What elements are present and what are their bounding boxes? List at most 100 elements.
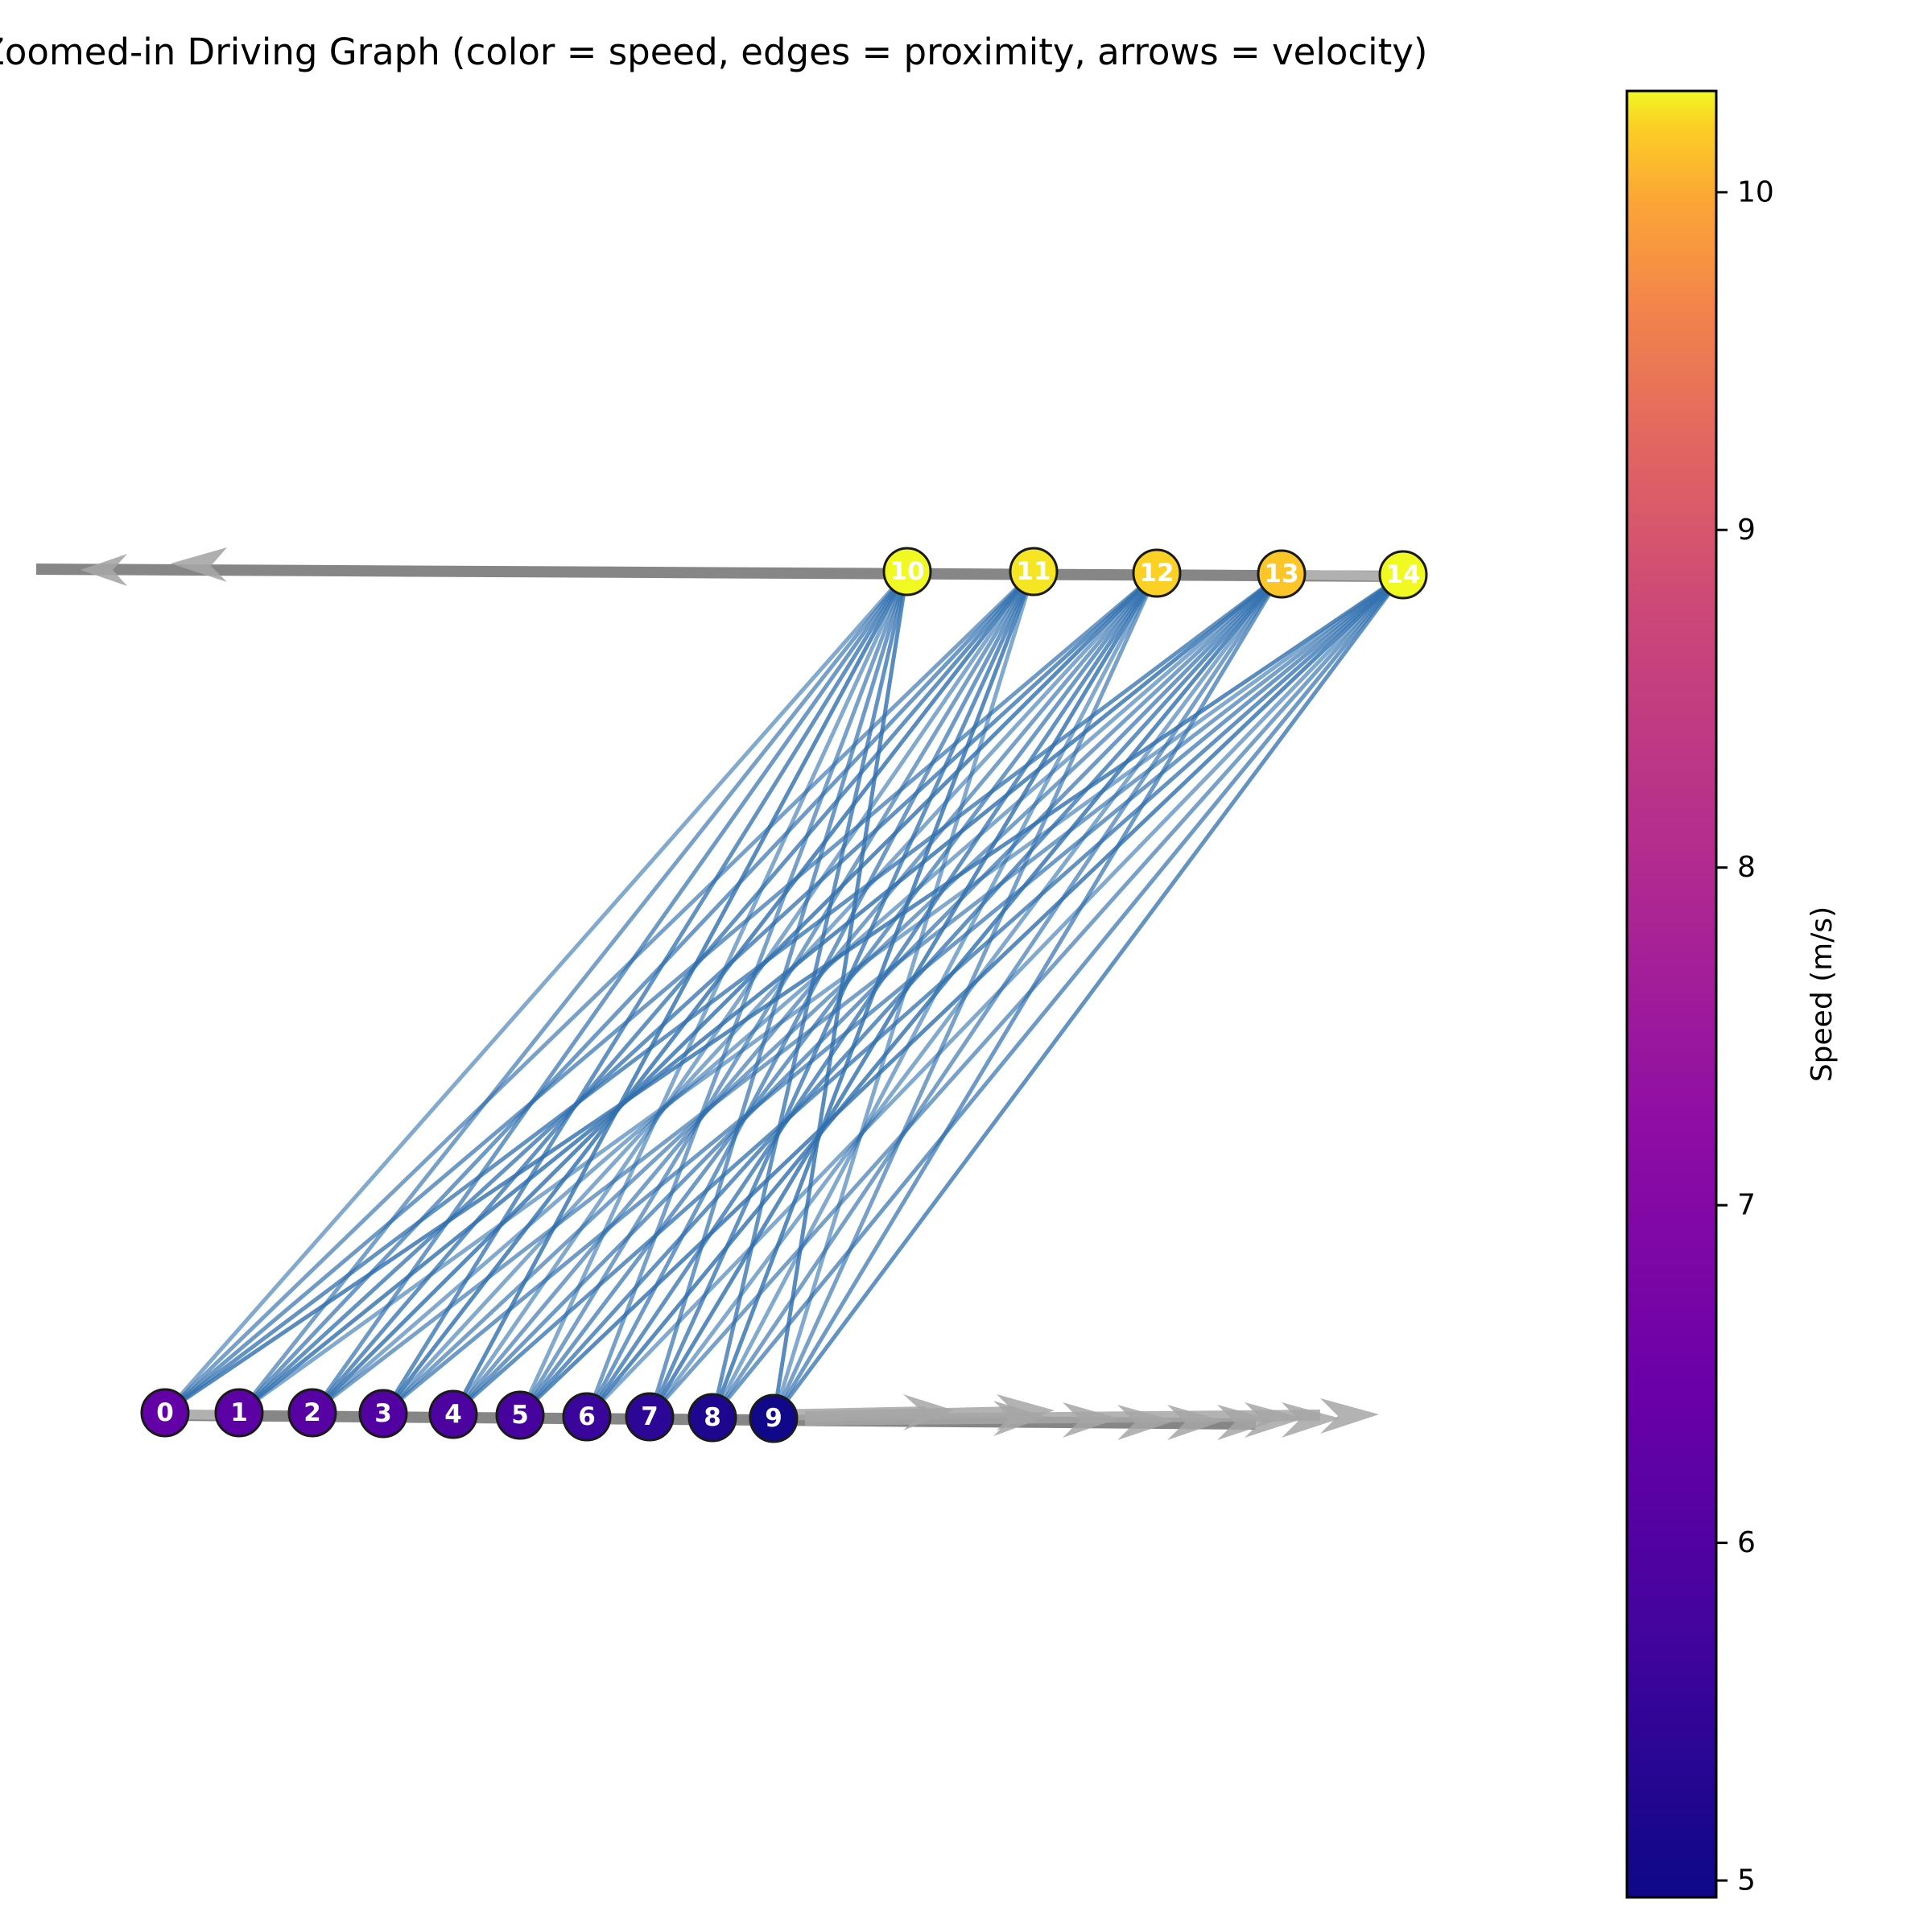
colorbar-tick-label: 5 bbox=[1737, 1864, 1756, 1897]
proximity-edge bbox=[310, 570, 910, 1414]
proximity-edge bbox=[382, 570, 1035, 1415]
vehicle-node-10: 10 bbox=[882, 547, 932, 597]
proximity-edge bbox=[163, 572, 1158, 1414]
vehicle-node-7: 7 bbox=[625, 1392, 675, 1442]
vehicle-node-9: 9 bbox=[749, 1393, 799, 1443]
vehicle-node-14: 14 bbox=[1378, 550, 1428, 600]
node-circle bbox=[287, 1388, 337, 1438]
vehicle-node-3: 3 bbox=[358, 1389, 408, 1439]
proximity-edge bbox=[518, 572, 1283, 1417]
proximity-edge bbox=[163, 570, 1035, 1414]
node-label: 13 bbox=[1264, 559, 1298, 588]
proximity-edge bbox=[647, 571, 910, 1418]
colorbar-tick-label: 9 bbox=[1737, 514, 1756, 547]
proximity-edge bbox=[311, 570, 1035, 1414]
proximity-edge bbox=[237, 570, 909, 1414]
vehicle-node-6: 6 bbox=[562, 1392, 612, 1442]
node-circle bbox=[562, 1392, 612, 1442]
vehicle-node-8: 8 bbox=[687, 1393, 737, 1443]
proximity-edge bbox=[711, 573, 1405, 1419]
proximity-edge bbox=[451, 570, 1036, 1416]
proximity-edge bbox=[163, 570, 909, 1414]
colorbar-gradient bbox=[1625, 89, 1718, 1899]
vehicle-node-13: 13 bbox=[1257, 549, 1307, 599]
node-label: 1 bbox=[230, 1398, 248, 1427]
node-label: 6 bbox=[578, 1402, 596, 1431]
proximity-edge bbox=[518, 572, 1158, 1417]
node-label: 8 bbox=[704, 1403, 721, 1432]
proximity-edge bbox=[382, 572, 1283, 1415]
velocity-arrow-left-1 bbox=[80, 554, 127, 586]
node-circle bbox=[625, 1392, 675, 1442]
proximity-edge bbox=[584, 571, 910, 1418]
colorbar: 5 6 7 8 9 10 Speed (m/s) bbox=[1625, 89, 1839, 1899]
upper-lane-line bbox=[35, 564, 1411, 582]
node-label: 3 bbox=[374, 1399, 392, 1428]
proximity-edge bbox=[237, 570, 1035, 1414]
proximity-edge bbox=[452, 573, 1405, 1416]
proximity-edge bbox=[771, 572, 1159, 1420]
node-label: 11 bbox=[1016, 557, 1051, 586]
proximity-edges bbox=[163, 570, 1406, 1420]
colorbar-tick-label: 6 bbox=[1737, 1526, 1756, 1559]
proximity-edge bbox=[771, 571, 1036, 1419]
velocity-arrow-shaft-3 bbox=[804, 1410, 1321, 1426]
node-circle bbox=[428, 1389, 478, 1439]
vehicle-node-11: 11 bbox=[1009, 547, 1059, 597]
proximity-edge bbox=[771, 571, 910, 1419]
proximity-edge bbox=[451, 570, 910, 1416]
proximity-edge bbox=[452, 572, 1283, 1416]
node-circle bbox=[358, 1389, 408, 1439]
node-label: 12 bbox=[1139, 559, 1174, 588]
proximity-edge bbox=[381, 570, 910, 1415]
proximity-edge bbox=[452, 572, 1158, 1416]
colorbar-tick-label: 10 bbox=[1737, 175, 1774, 208]
proximity-edge bbox=[311, 572, 1283, 1414]
proximity-edge bbox=[771, 572, 1284, 1420]
node-label: 0 bbox=[156, 1398, 174, 1427]
proximity-edge bbox=[518, 573, 1405, 1417]
velocity-arrow-right-10 bbox=[1320, 1398, 1379, 1434]
vehicle-node-2: 2 bbox=[287, 1388, 337, 1438]
node-label: 4 bbox=[444, 1400, 462, 1429]
proximity-edge bbox=[382, 572, 1158, 1415]
node-circle bbox=[140, 1388, 190, 1438]
proximity-edge bbox=[163, 572, 1405, 1415]
node-circle bbox=[749, 1393, 799, 1443]
velocity-arrows bbox=[80, 547, 1379, 1440]
node-label: 5 bbox=[511, 1401, 529, 1430]
node-circle bbox=[882, 547, 932, 597]
colorbar-tick-label: 7 bbox=[1737, 1189, 1756, 1222]
proximity-edge bbox=[710, 571, 910, 1418]
proximity-edge bbox=[710, 572, 1159, 1419]
chart-title: Zoomed-in Driving Graph (color = speed, … bbox=[0, 31, 1428, 73]
node-circle bbox=[687, 1393, 737, 1443]
velocity-arrow-left-2 bbox=[171, 547, 227, 582]
node-circle bbox=[1132, 548, 1182, 598]
node-circle bbox=[1378, 550, 1428, 600]
node-label: 10 bbox=[890, 557, 924, 586]
vehicle-node-1: 1 bbox=[214, 1388, 264, 1438]
proximity-edge bbox=[237, 572, 1158, 1414]
vehicle-node-12: 12 bbox=[1132, 548, 1182, 598]
vehicle-node-0: 0 bbox=[140, 1388, 190, 1438]
node-circle bbox=[1009, 547, 1059, 597]
proximity-edge bbox=[518, 570, 910, 1417]
colorbar-tick-label: 8 bbox=[1737, 851, 1756, 884]
proximity-edge bbox=[382, 573, 1405, 1415]
node-label: 7 bbox=[641, 1402, 658, 1431]
proximity-edge bbox=[163, 572, 1283, 1414]
node-label: 2 bbox=[303, 1398, 321, 1427]
node-circle bbox=[1257, 549, 1307, 599]
node-label: 14 bbox=[1385, 560, 1420, 589]
vehicle-node-4: 4 bbox=[428, 1389, 478, 1439]
proximity-edge bbox=[710, 571, 1036, 1418]
vehicle-node-5: 5 bbox=[495, 1390, 545, 1440]
vehicle-nodes: 0 1 2 3 4 5 6 7 8 910 11 12 13 14 bbox=[140, 547, 1428, 1443]
proximity-edge bbox=[771, 573, 1406, 1420]
colorbar-label: Speed (m/s) bbox=[1806, 906, 1839, 1082]
node-circle bbox=[495, 1390, 545, 1440]
node-circle bbox=[214, 1388, 264, 1438]
proximity-edge bbox=[710, 572, 1284, 1419]
